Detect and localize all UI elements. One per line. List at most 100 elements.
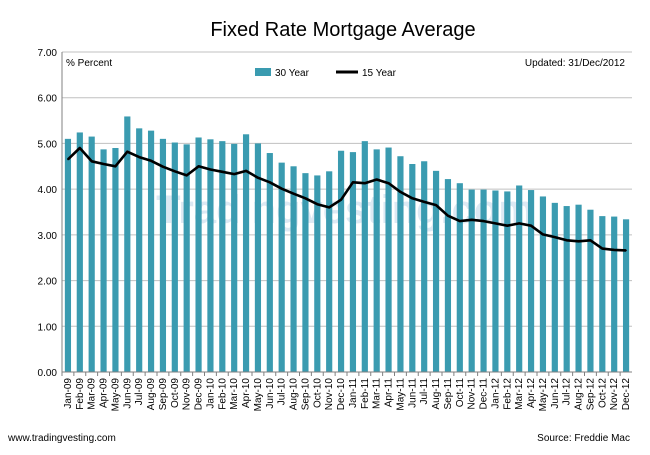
y-tick-label: 4.00 — [38, 185, 58, 196]
point-15-year — [506, 224, 509, 227]
bar-30-year — [539, 196, 547, 372]
bar-30-year — [456, 183, 463, 372]
legend: 30 Year 15 Year — [255, 68, 397, 79]
bar-30-year — [504, 191, 511, 372]
updated-label: Updated: 31/Dec/2012 — [525, 58, 626, 69]
point-15-year — [364, 182, 366, 184]
point-15-year — [114, 165, 117, 168]
y-tick-label: 1.00 — [38, 322, 58, 333]
x-tick-label: Dec-12 — [621, 378, 632, 411]
bar-30-year — [147, 130, 155, 372]
point-15-year — [625, 249, 627, 252]
bar-30-year — [254, 143, 262, 372]
x-tick-label: Jan-09 — [63, 378, 74, 409]
x-tick-label: May-10 — [253, 378, 264, 412]
point-15-year — [375, 178, 378, 181]
x-tick-label: Aug-09 — [146, 378, 157, 411]
x-tick-label: Aug-10 — [289, 378, 300, 411]
point-15-year — [79, 147, 81, 149]
x-tick-label: Mar-12 — [514, 378, 525, 410]
bar-30-year — [444, 179, 452, 372]
bar-30-year — [219, 141, 226, 372]
x-tick-label: Jun-09 — [122, 378, 133, 409]
point-15-year — [126, 150, 129, 153]
point-15-year — [316, 203, 319, 206]
footer-source: Source: Freddie Mac — [537, 433, 630, 444]
bar-series-30-year — [64, 116, 630, 372]
point-15-year — [613, 249, 615, 251]
x-tick-label: Feb-12 — [502, 378, 513, 410]
x-tick-label: Nov-12 — [609, 378, 620, 411]
point-15-year — [280, 187, 283, 190]
point-15-year — [67, 158, 69, 161]
x-tick-label: Jan-12 — [490, 378, 501, 409]
line-15-year — [67, 146, 627, 252]
point-15-year — [577, 240, 580, 243]
point-15-year — [542, 233, 544, 236]
bar-30-year — [421, 161, 428, 372]
line-series-15-year — [67, 146, 627, 252]
x-tick-label: Jul-10 — [277, 378, 288, 406]
y-tick-label: 7.00 — [38, 48, 58, 59]
bar-30-year — [468, 189, 475, 372]
x-tick-label: Jun-12 — [550, 378, 561, 409]
bar-30-year — [563, 206, 570, 372]
legend-bar-swatch — [255, 68, 271, 76]
x-tick-label: Jul-11 — [419, 378, 430, 405]
bar-30-year — [278, 162, 285, 372]
x-tick-label: Dec-11 — [479, 378, 490, 410]
x-tick-label: Dec-09 — [194, 378, 205, 411]
point-15-year — [233, 173, 235, 175]
point-15-year — [387, 182, 390, 184]
point-15-year — [435, 204, 437, 206]
x-tick-label: May-11 — [395, 378, 406, 411]
y-tick-label: 6.00 — [38, 94, 58, 105]
point-15-year — [209, 168, 212, 171]
bar-30-year — [432, 170, 440, 372]
bar-30-year — [611, 216, 618, 372]
x-tick-label: Mar-10 — [229, 378, 240, 410]
x-tick-label: Nov-11 — [467, 378, 478, 410]
y-tick-label: 3.00 — [38, 231, 58, 242]
bar-30-year — [171, 142, 178, 372]
point-15-year — [269, 181, 271, 184]
bar-30-year — [397, 156, 404, 372]
x-tick-label: Nov-09 — [182, 378, 193, 411]
point-15-year — [554, 236, 556, 238]
x-tick-label: Aug-12 — [574, 378, 585, 411]
bar-30-year — [575, 204, 582, 372]
x-axis: Jan-09 Feb-09 Mar-09 Apr-09 May-09 Jun-09 Jul-… — [61, 372, 632, 412]
bar-30-year — [195, 137, 202, 372]
point-15-year — [174, 170, 176, 173]
footer-website: www.tradingvesting.com — [7, 433, 116, 444]
bar-30-year — [76, 132, 83, 372]
point-15-year — [447, 214, 449, 217]
point-15-year — [530, 224, 532, 227]
bar-30-year — [516, 185, 523, 372]
point-15-year — [399, 191, 402, 193]
x-tick-label: Apr-09 — [99, 378, 110, 408]
bar-30-year — [622, 219, 630, 372]
bar-30-year — [385, 147, 392, 372]
x-tick-label: Feb-11 — [360, 378, 371, 409]
point-15-year — [150, 160, 152, 162]
x-tick-label: Sep-10 — [300, 378, 311, 411]
point-15-year — [470, 218, 473, 221]
point-15-year — [589, 239, 592, 242]
x-tick-label: May-09 — [110, 378, 121, 412]
bar-30-year — [326, 171, 333, 372]
bar-30-year — [266, 153, 273, 372]
x-tick-label: May-12 — [538, 378, 549, 412]
bar-30-year — [242, 134, 250, 372]
bar-30-year — [373, 149, 380, 372]
bar-30-year — [183, 144, 190, 372]
units-label: % Percent — [66, 58, 112, 69]
bar-30-year — [587, 209, 594, 372]
legend-bar-label: 30 Year — [275, 68, 310, 79]
x-tick-label: Mar-11 — [372, 378, 383, 409]
x-tick-label: Apr-11 — [384, 378, 395, 408]
point-15-year — [565, 239, 568, 242]
x-tick-label: Sep-09 — [158, 378, 169, 411]
point-15-year — [245, 170, 247, 172]
x-tick-label: Aug-11 — [431, 378, 442, 410]
